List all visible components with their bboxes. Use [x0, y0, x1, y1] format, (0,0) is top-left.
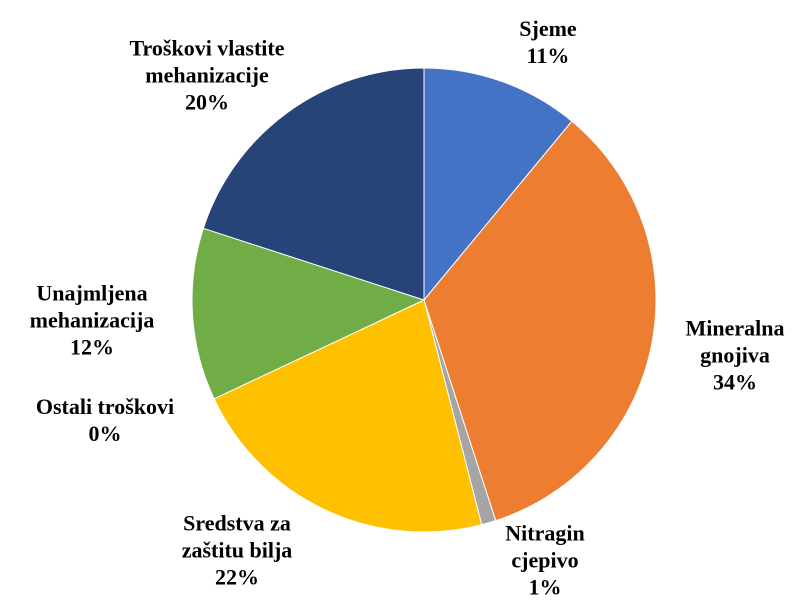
slice-label: Sredstva za zaštitu bilja 22%: [157, 510, 317, 591]
value-label: 11%: [526, 43, 570, 68]
pie-slice: [202, 67, 425, 301]
value-label: 34%: [713, 369, 757, 395]
category-label: Unajmljena mehanizacija: [29, 280, 155, 333]
category-label: Troškovi vlastite mehanizacije: [129, 35, 285, 88]
category-label: Sjeme: [519, 16, 577, 41]
category-label: Mineralna gnojiva: [685, 315, 785, 368]
value-label: 12%: [70, 334, 114, 360]
category-label: Ostali troškovi: [35, 394, 175, 419]
slice-label: Unajmljena mehanizacija 12%: [7, 280, 177, 361]
pie-slice: [213, 299, 483, 533]
value-label: 0%: [88, 421, 122, 446]
value-label: 1%: [528, 574, 562, 600]
slice-label: Ostali troškovi 0%: [0, 393, 210, 447]
category-label: Nitragin cjepivo: [505, 520, 585, 573]
value-label: 22%: [215, 564, 259, 590]
category-label: Sredstva za zaštitu bilja: [181, 510, 293, 563]
value-label: 20%: [185, 89, 229, 115]
slice-label: Sjeme 11%: [498, 15, 598, 69]
slice-label: Mineralna gnojiva 34%: [670, 315, 800, 396]
pie-slice: [423, 67, 573, 302]
pie-slice: [191, 227, 426, 400]
slice-label: Troškovi vlastite mehanizacije 20%: [122, 35, 292, 116]
pie-slice: [423, 120, 657, 522]
slice-label: Nitragin cjepivo 1%: [490, 520, 600, 601]
